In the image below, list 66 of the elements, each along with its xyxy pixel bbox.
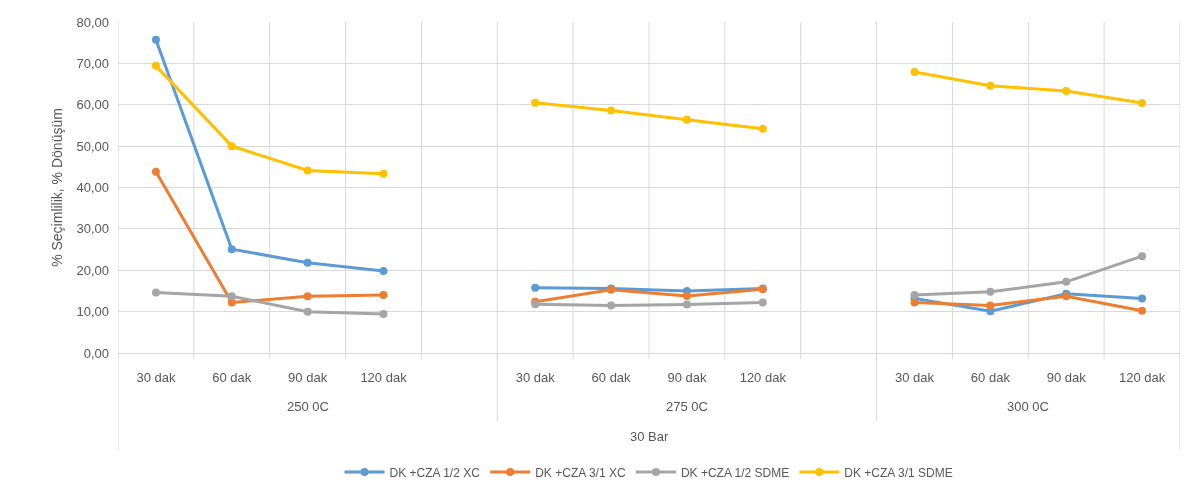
y-tick-label: 10,00 [76,304,109,320]
point [1138,306,1147,315]
x-axis-title: 30 Bar [630,429,669,444]
point [151,35,160,44]
point [379,310,388,319]
x-tick-label: 60 dak [212,369,252,385]
legend-label: DK +CZA 3/1 SDME [844,465,953,480]
x-tick-label: 90 dak [667,369,707,385]
point [303,292,312,301]
x-tick-label: 60 dak [591,369,632,385]
point [986,301,995,310]
x-tick-label: 60 dak [970,369,1011,385]
point [227,142,236,151]
point [227,292,236,301]
point [151,61,160,70]
y-tick-label: 70,00 [76,55,109,71]
x-tick-label: 120 dak [1118,369,1166,385]
point [303,307,312,316]
x-tick-label: 30 dak [136,369,176,385]
point [151,167,160,176]
point [531,283,540,292]
text: 300 0C [1007,399,1049,414]
y-tick-label: 20,00 [76,262,109,278]
x-tick-label: 90 dak [288,369,328,385]
y-tick-label: 30,00 [76,221,109,237]
y-axis-title: % Seçimlilik, % Dönüşüm [49,108,66,267]
point [607,301,616,310]
point [758,298,767,307]
x-tick-label: 120 dak [739,369,787,385]
y-tick-label: 60,00 [76,97,109,113]
legend-label: DK +CZA 1/2 XC [389,465,481,480]
point [1138,99,1147,108]
point [682,115,691,124]
point [910,68,919,77]
point [379,291,388,300]
point [151,288,160,297]
point [531,98,540,107]
point [910,298,919,307]
point [682,291,691,300]
x-tick-label: 30 dak [894,369,935,385]
text: 275 0C [666,399,708,414]
point [303,166,312,175]
legend-label: DK +CZA 3/1 XC [535,465,626,480]
point [607,106,616,115]
point [379,169,388,178]
text: 250 0C [287,399,329,414]
point [1138,294,1147,303]
point [227,298,236,307]
point [303,258,312,267]
x-tick-label: 30 dak [515,369,556,385]
point [1062,277,1071,286]
legend-label: DK +CZA 1/2 SDME [680,465,790,480]
y-tick-label: 0,00 [83,345,109,361]
point [227,245,236,254]
point [379,267,388,276]
point [1062,87,1071,96]
point [986,81,995,90]
point [1138,252,1147,261]
point [682,300,691,309]
y-tick-label: 40,00 [76,180,109,196]
x-tick-label: 120 dak [360,369,408,385]
point [758,124,767,133]
x-tick-label: 90 dak [1046,369,1087,385]
y-tick-label: 50,00 [76,138,109,154]
y-tick-label: 80,00 [76,14,109,30]
point [986,287,995,296]
